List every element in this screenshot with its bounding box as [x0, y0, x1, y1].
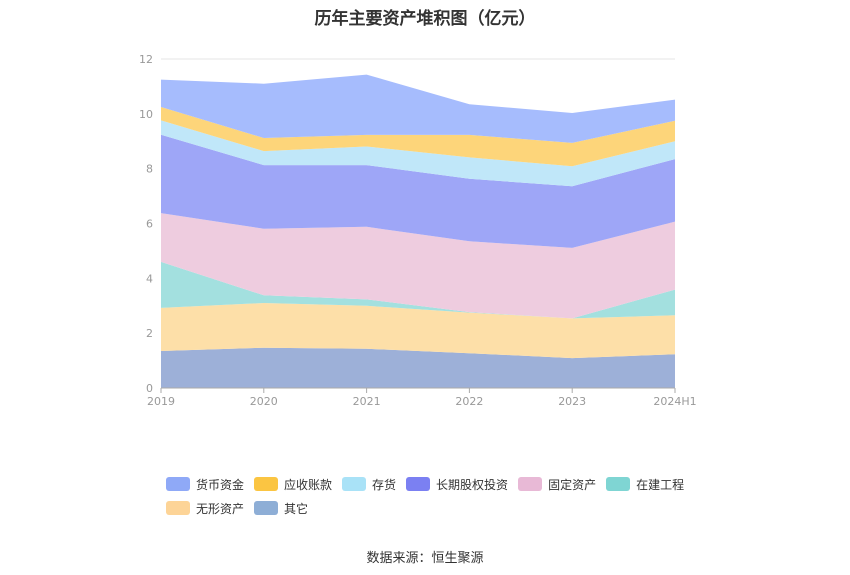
area-无形资产 [161, 303, 675, 359]
legend-row: 无形资产 其它 [166, 496, 726, 520]
legend-row: 货币资金 应收账款 存货 长期股权投资 固定资产 在建工程 [166, 472, 726, 496]
legend-swatch [166, 477, 190, 491]
area-货币资金 [161, 74, 675, 143]
legend-label: 长期股权投资 [436, 477, 509, 492]
x-tick-label: 2020 [250, 395, 278, 408]
legend-label: 固定资产 [548, 477, 597, 492]
legend-item[interactable]: 长期股权投资 [406, 476, 508, 493]
legend-item[interactable]: 存货 [342, 476, 396, 493]
legend-swatch [518, 477, 543, 491]
x-tick-label: 2021 [353, 395, 381, 408]
legend-item[interactable]: 货币资金 [166, 476, 244, 493]
legend-swatch [166, 501, 190, 515]
axes: 0 2 4 6 8 10 12 2019 2020 2021 2022 2023 2024H1 [139, 53, 697, 408]
legend-swatch [342, 477, 367, 491]
legend-label: 其它 [284, 501, 309, 516]
x-tick-label: 2024H1 [653, 395, 696, 408]
area-长期股权投资 [161, 134, 675, 248]
legend-label: 应收账款 [284, 477, 333, 492]
area-存货 [161, 120, 675, 187]
x-tick-label: 2023 [558, 395, 586, 408]
legend-label: 货币资金 [196, 477, 245, 492]
y-tick-label: 2 [146, 327, 153, 340]
legend-item[interactable]: 其它 [254, 500, 308, 517]
area-在建工程 [161, 261, 675, 319]
legend-item[interactable]: 固定资产 [518, 476, 596, 493]
area-应收账款 [161, 107, 675, 167]
legend-label: 存货 [372, 477, 397, 492]
legend-swatch [254, 477, 279, 491]
chart-title: 历年主要资产堆积图（亿元） [314, 9, 536, 29]
area-固定资产 [161, 213, 675, 319]
legend-label: 无形资产 [196, 501, 245, 516]
legend: 货币资金 应收账款 存货 长期股权投资 固定资产 在建工程 无形资产 其它 [166, 472, 726, 520]
y-tick-label: 10 [139, 108, 153, 121]
area-其它 [161, 347, 675, 388]
legend-swatch [606, 477, 631, 491]
data-source-note: 数据来源：恒生聚源 [366, 551, 484, 566]
legend-item[interactable]: 无形资产 [166, 500, 244, 517]
y-tick-label: 8 [146, 163, 153, 176]
area-series [161, 74, 675, 388]
legend-swatch [406, 477, 431, 491]
x-tick-label: 2019 [147, 395, 175, 408]
legend-item[interactable]: 应收账款 [254, 476, 332, 493]
y-tick-label: 6 [146, 218, 153, 231]
y-tick-label: 12 [139, 53, 153, 66]
y-tick-label: 4 [146, 272, 153, 285]
x-tick-label: 2022 [455, 395, 483, 408]
legend-label: 在建工程 [636, 477, 685, 492]
y-tick-label: 0 [146, 382, 153, 395]
legend-swatch [254, 501, 279, 515]
legend-item[interactable]: 在建工程 [606, 476, 684, 493]
